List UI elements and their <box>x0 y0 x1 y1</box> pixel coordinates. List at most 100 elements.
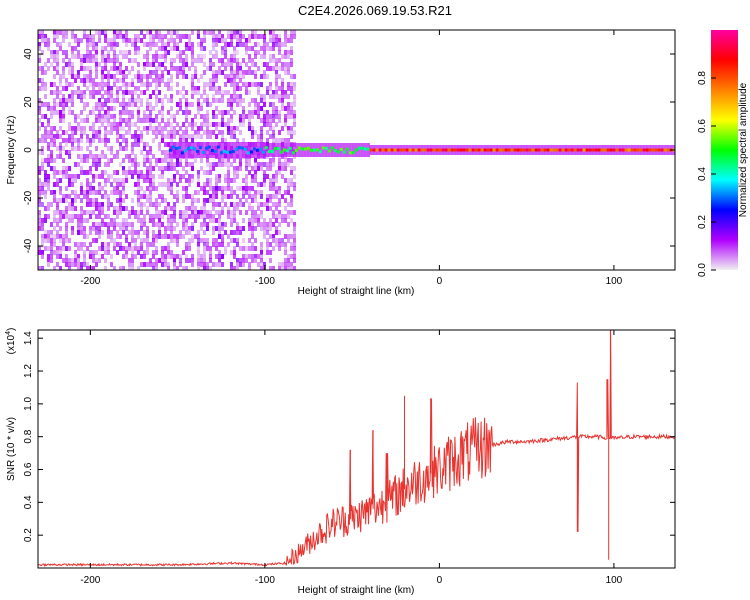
heatmap-cell <box>83 254 86 259</box>
heatmap-cell <box>161 78 164 83</box>
heatmap-cell <box>95 158 98 163</box>
heatmap-cell <box>278 38 281 43</box>
heatmap-cell <box>200 222 203 227</box>
signal-cell <box>240 146 244 150</box>
heatmap-cell <box>98 202 101 207</box>
heatmap-cell <box>173 234 176 239</box>
heatmap-cell <box>233 190 236 195</box>
heatmap-cell <box>83 210 86 215</box>
heatmap-cell <box>149 190 152 195</box>
signal-cell <box>306 146 310 150</box>
heatmap-cell <box>83 154 86 159</box>
heatmap-cell <box>215 42 218 47</box>
heatmap-cell <box>185 162 188 167</box>
heatmap-cell <box>128 258 131 263</box>
signal-halo-cell <box>249 142 253 158</box>
heatmap-cell <box>110 122 113 127</box>
heatmap-cell <box>65 254 68 259</box>
heatmap-cell <box>263 178 266 183</box>
heatmap-cell <box>212 82 215 87</box>
heatmap-cell <box>236 262 239 267</box>
heatmap-cell <box>50 190 53 195</box>
heatmap-cell <box>200 166 203 171</box>
heatmap-cell <box>179 234 182 239</box>
heatmap-cell <box>239 42 242 47</box>
heatmap-cell <box>68 134 71 139</box>
heatmap-cell <box>251 110 254 115</box>
heatmap-cell <box>191 214 194 219</box>
heatmap-cell <box>146 242 149 247</box>
heatmap-cell <box>92 54 95 59</box>
heatmap-cell <box>275 42 278 47</box>
heatmap-cell <box>116 98 119 103</box>
heatmap-cell <box>68 154 71 159</box>
signal-cell <box>402 148 406 152</box>
heatmap-cell <box>107 38 110 43</box>
heatmap-cell <box>242 70 245 75</box>
heatmap-cell <box>230 82 233 87</box>
heatmap-cell <box>293 94 296 99</box>
heatmap-cell <box>146 58 149 63</box>
heatmap-cell <box>221 122 224 127</box>
heatmap-cell <box>47 174 50 179</box>
heatmap-cell <box>101 254 104 259</box>
heatmap-cell <box>212 262 215 267</box>
heatmap-cell <box>74 214 77 219</box>
heatmap-cell <box>191 202 194 207</box>
heatmap-cell <box>239 38 242 43</box>
heatmap-cell <box>119 50 122 55</box>
heatmap-cell <box>44 238 47 243</box>
heatmap-cell <box>137 218 140 223</box>
heatmap-cell <box>152 42 155 47</box>
signal-halo-cell <box>207 142 211 158</box>
heatmap-cell <box>185 206 188 211</box>
heatmap-cell <box>65 206 68 211</box>
heatmap-cell <box>167 98 170 103</box>
heatmap-cell <box>239 166 242 171</box>
heatmap-cell <box>137 198 140 203</box>
signal-cell <box>435 148 439 152</box>
heatmap-cell <box>272 174 275 179</box>
heatmap-cell <box>272 266 275 270</box>
signal-halo-cell <box>279 143 283 157</box>
heatmap-cell <box>41 266 44 270</box>
heatmap-cell <box>119 30 122 35</box>
heatmap-cell <box>101 202 104 207</box>
heatmap-cell <box>158 234 161 239</box>
heatmap-cell <box>290 90 293 95</box>
signal-cell <box>465 148 469 152</box>
heatmap-cell <box>260 98 263 103</box>
heatmap-cell <box>218 226 221 231</box>
heatmap-cell <box>266 222 269 227</box>
heatmap-cell <box>161 62 164 67</box>
heatmap-cell <box>173 38 176 43</box>
heatmap-cell <box>269 102 272 107</box>
heatmap-cell <box>113 98 116 103</box>
heatmap-cell <box>92 46 95 51</box>
heatmap-cell <box>290 86 293 91</box>
heatmap-cell <box>275 206 278 211</box>
heatmap-cell <box>170 78 173 83</box>
heatmap-cell <box>71 46 74 51</box>
heatmap-cell <box>167 254 170 259</box>
heatmap-cell <box>182 62 185 67</box>
heatmap-cell <box>182 130 185 135</box>
heatmap-cell <box>59 102 62 107</box>
heatmap-cell <box>107 230 110 235</box>
y-tick-label: 0.8 <box>23 429 34 443</box>
heatmap-cell <box>203 62 206 67</box>
heatmap-cell <box>68 238 71 243</box>
heatmap-cell <box>107 206 110 211</box>
heatmap-cell <box>278 222 281 227</box>
heatmap-cell <box>218 218 221 223</box>
heatmap-cell <box>86 34 89 39</box>
heatmap-cell <box>47 122 50 127</box>
heatmap-cell <box>38 210 41 215</box>
heatmap-cell <box>218 210 221 215</box>
heatmap-cell <box>140 30 143 35</box>
heatmap-cell <box>209 266 212 270</box>
heatmap-cell <box>254 82 257 87</box>
heatmap-cell <box>233 178 236 183</box>
heatmap-cell <box>116 250 119 255</box>
heatmap-cell <box>38 166 41 171</box>
